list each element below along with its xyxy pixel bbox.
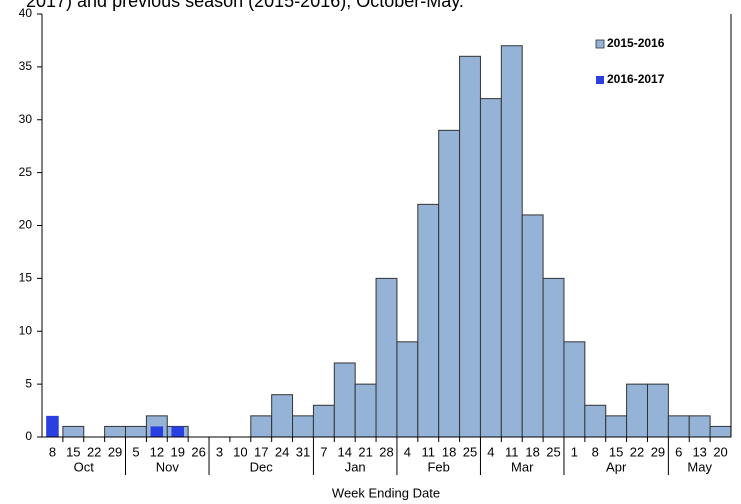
bar — [333, 362, 356, 438]
x-tick-label: 13 — [692, 444, 706, 459]
bar — [438, 129, 461, 438]
x-tick-label: 3 — [216, 444, 223, 459]
bar — [417, 203, 440, 438]
bar — [542, 277, 565, 438]
bar — [688, 415, 711, 438]
bar — [667, 415, 690, 438]
bar — [479, 98, 502, 438]
x-tick-label: 26 — [191, 444, 205, 459]
x-tick-label: 11 — [422, 444, 436, 459]
month-label: Dec — [250, 459, 274, 474]
x-tick-label: 25 — [463, 444, 477, 459]
bar — [62, 425, 85, 438]
x-tick-label: 31 — [296, 444, 310, 459]
bar — [459, 55, 481, 438]
x-tick-label: 17 — [254, 444, 268, 459]
y-tick-label: 0 — [25, 429, 32, 443]
legend-swatch — [596, 76, 604, 84]
x-tick-label: 24 — [275, 444, 289, 459]
month-label: Feb — [427, 459, 449, 474]
bar — [563, 341, 586, 438]
x-tick-label: 18 — [525, 444, 539, 459]
x-tick-label: 25 — [546, 444, 560, 459]
bar — [354, 383, 377, 438]
x-tick-label: 19 — [170, 444, 184, 459]
y-tick-label: 30 — [19, 112, 33, 126]
x-tick-label: 15 — [609, 444, 623, 459]
y-tick-label: 15 — [19, 271, 33, 285]
bar — [584, 404, 607, 438]
bar — [125, 425, 147, 438]
bar — [104, 425, 127, 438]
x-tick-label: 6 — [675, 444, 682, 459]
month-label: Nov — [156, 459, 180, 474]
y-tick-label: 40 — [19, 6, 33, 20]
x-tick-label: 15 — [66, 444, 80, 459]
y-tick-label: 5 — [25, 376, 32, 390]
month-label: Jan — [345, 459, 366, 474]
y-tick-label: 20 — [19, 218, 33, 232]
x-tick-label: 12 — [150, 444, 164, 459]
chart-title: 2017) and previous season (2015-2016), O… — [26, 0, 464, 11]
bar — [396, 341, 419, 438]
month-label: Mar — [511, 459, 534, 474]
x-tick-label: 18 — [442, 444, 456, 459]
x-tick-label: 29 — [108, 444, 122, 459]
x-tick-label: 8 — [592, 444, 599, 459]
legend-label: 2015-2016 — [607, 36, 665, 50]
x-tick-label: 11 — [505, 444, 519, 459]
bar — [250, 415, 273, 438]
bar — [500, 45, 523, 438]
x-tick-label: 29 — [651, 444, 665, 459]
x-tick-label: 22 — [630, 444, 644, 459]
month-label: Oct — [74, 459, 95, 474]
x-tick-label: 10 — [233, 444, 247, 459]
legend-swatch — [595, 39, 605, 49]
x-tick-label: 28 — [379, 444, 393, 459]
legend-label: 2016-2017 — [607, 72, 665, 86]
x-tick-label: 5 — [132, 444, 139, 459]
bar — [626, 383, 648, 438]
x-tick-label: 4 — [487, 444, 494, 459]
x-tick-label: 22 — [87, 444, 101, 459]
bar — [646, 383, 669, 438]
x-tick-label: 7 — [320, 444, 327, 459]
bar — [605, 415, 628, 438]
month-label: May — [687, 459, 712, 474]
bar — [375, 277, 398, 438]
x-tick-label: 8 — [49, 444, 56, 459]
x-tick-label: 14 — [338, 444, 352, 459]
bar — [292, 415, 314, 438]
bar — [271, 394, 294, 438]
bar — [521, 214, 544, 438]
bar — [171, 426, 184, 437]
x-tick-label: 20 — [713, 444, 727, 459]
y-tick-label: 35 — [19, 59, 33, 73]
bar — [46, 415, 59, 437]
y-tick-label: 10 — [19, 323, 33, 337]
y-tick-label: 25 — [19, 165, 33, 179]
x-axis-title: Week Ending Date — [332, 485, 440, 500]
bar — [312, 404, 335, 438]
month-label: Apr — [606, 459, 627, 474]
x-tick-label: 4 — [404, 444, 411, 459]
x-tick-label: 21 — [358, 444, 372, 459]
bar — [150, 426, 164, 437]
bar — [709, 425, 732, 438]
x-tick-label: 1 — [571, 444, 578, 459]
